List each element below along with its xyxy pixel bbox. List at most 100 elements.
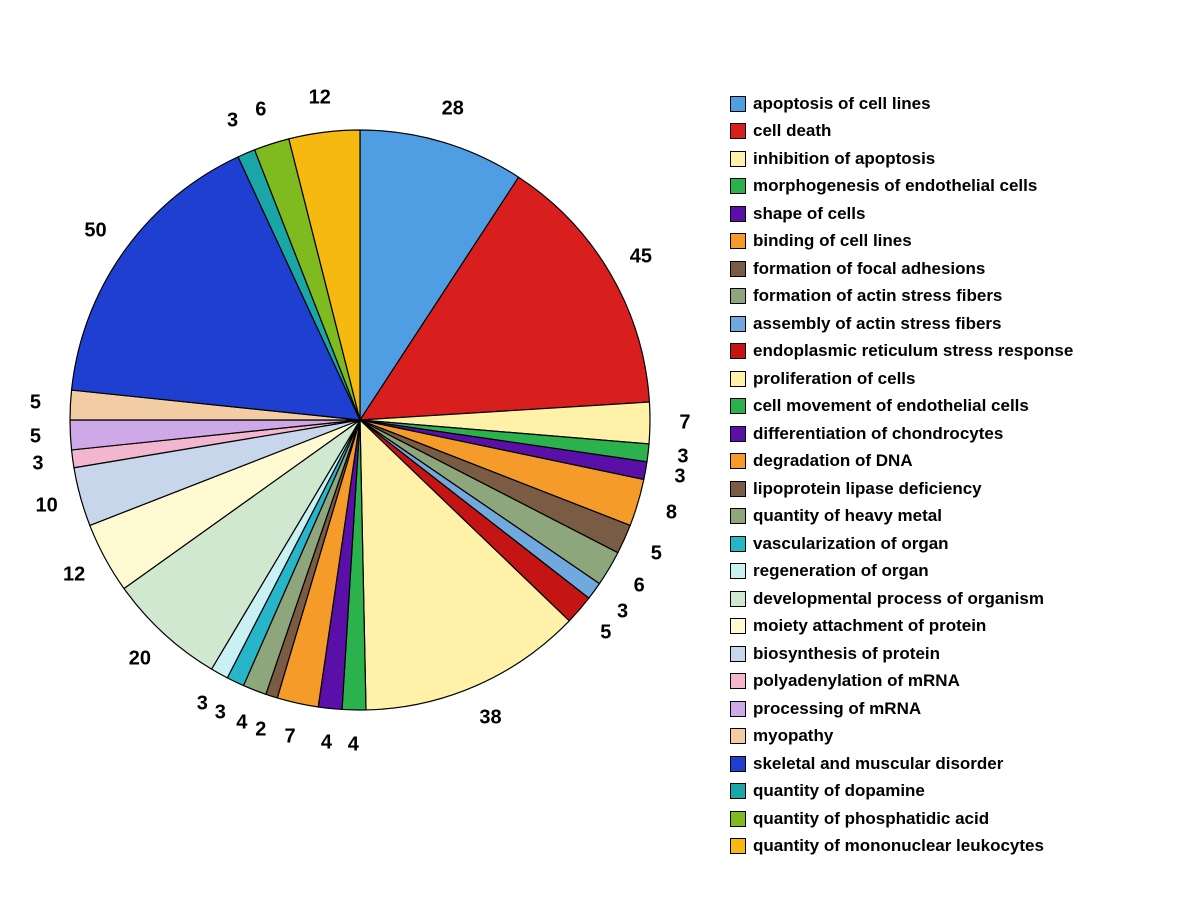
slice-value-label: 12 bbox=[309, 86, 331, 109]
legend-swatch bbox=[730, 481, 746, 497]
legend-item: quantity of dopamine bbox=[730, 778, 1180, 806]
slice-value-label: 5 bbox=[651, 542, 662, 565]
legend-label: moiety attachment of protein bbox=[753, 616, 986, 636]
legend-item: differentiation of chondrocytes bbox=[730, 420, 1180, 448]
slice-value-label: 10 bbox=[36, 495, 58, 518]
legend-swatch bbox=[730, 811, 746, 827]
legend-swatch bbox=[730, 123, 746, 139]
legend-item: morphogenesis of endothelial cells bbox=[730, 173, 1180, 201]
legend-swatch bbox=[730, 783, 746, 799]
legend-label: biosynthesis of protein bbox=[753, 644, 940, 664]
legend-item: degradation of DNA bbox=[730, 448, 1180, 476]
legend-item: cell death bbox=[730, 118, 1180, 146]
slice-value-label: 5 bbox=[30, 425, 41, 448]
legend-swatch bbox=[730, 838, 746, 854]
slice-value-label: 3 bbox=[197, 693, 208, 716]
legend-label: apoptosis of cell lines bbox=[753, 94, 931, 114]
legend-label: assembly of actin stress fibers bbox=[753, 314, 1002, 334]
legend-item: endoplasmic reticulum stress response bbox=[730, 338, 1180, 366]
legend-swatch bbox=[730, 673, 746, 689]
slice-value-label: 4 bbox=[321, 732, 332, 755]
slice-value-label: 7 bbox=[679, 412, 690, 435]
legend-item: formation of actin stress fibers bbox=[730, 283, 1180, 311]
legend-swatch bbox=[730, 646, 746, 662]
legend-swatch bbox=[730, 756, 746, 772]
legend: apoptosis of cell lines cell death inhibit… bbox=[730, 90, 1180, 860]
legend-label: quantity of heavy metal bbox=[753, 506, 942, 526]
legend-item: skeletal and muscular disorder bbox=[730, 750, 1180, 778]
legend-label: processing of mRNA bbox=[753, 699, 921, 719]
legend-swatch bbox=[730, 563, 746, 579]
legend-label: skeletal and muscular disorder bbox=[753, 754, 1003, 774]
legend-swatch bbox=[730, 96, 746, 112]
legend-item: myopathy bbox=[730, 723, 1180, 751]
slice-value-label: 4 bbox=[348, 733, 359, 756]
legend-label: quantity of phosphatidic acid bbox=[753, 809, 989, 829]
slice-value-label: 2 bbox=[255, 718, 266, 741]
slice-value-label: 45 bbox=[630, 245, 652, 268]
legend-item: biosynthesis of protein bbox=[730, 640, 1180, 668]
legend-swatch bbox=[730, 371, 746, 387]
legend-swatch bbox=[730, 728, 746, 744]
legend-label: regeneration of organ bbox=[753, 561, 929, 581]
slice-value-label: 3 bbox=[617, 600, 628, 623]
legend-item: processing of mRNA bbox=[730, 695, 1180, 723]
legend-swatch bbox=[730, 343, 746, 359]
legend-item: lipoprotein lipase deficiency bbox=[730, 475, 1180, 503]
legend-swatch bbox=[730, 591, 746, 607]
legend-item: quantity of mononuclear leukocytes bbox=[730, 833, 1180, 861]
legend-label: proliferation of cells bbox=[753, 369, 915, 389]
legend-item: regeneration of organ bbox=[730, 558, 1180, 586]
slice-value-label: 7 bbox=[284, 726, 295, 749]
legend-swatch bbox=[730, 536, 746, 552]
legend-item: polyadenylation of mRNA bbox=[730, 668, 1180, 696]
legend-item: developmental process of organism bbox=[730, 585, 1180, 613]
legend-swatch bbox=[730, 151, 746, 167]
legend-label: quantity of dopamine bbox=[753, 781, 925, 801]
legend-label: formation of actin stress fibers bbox=[753, 286, 1002, 306]
legend-swatch bbox=[730, 288, 746, 304]
legend-swatch bbox=[730, 453, 746, 469]
legend-item: proliferation of cells bbox=[730, 365, 1180, 393]
slice-value-label: 5 bbox=[30, 392, 41, 415]
legend-label: binding of cell lines bbox=[753, 231, 912, 251]
legend-label: developmental process of organism bbox=[753, 589, 1044, 609]
legend-label: cell movement of endothelial cells bbox=[753, 396, 1029, 416]
slice-value-label: 38 bbox=[479, 706, 501, 729]
legend-label: cell death bbox=[753, 121, 831, 141]
legend-label: formation of focal adhesions bbox=[753, 259, 985, 279]
legend-label: inhibition of apoptosis bbox=[753, 149, 935, 169]
legend-label: differentiation of chondrocytes bbox=[753, 424, 1003, 444]
legend-item: formation of focal adhesions bbox=[730, 255, 1180, 283]
legend-swatch bbox=[730, 398, 746, 414]
slice-value-label: 50 bbox=[84, 220, 106, 243]
legend-label: lipoprotein lipase deficiency bbox=[753, 479, 982, 499]
legend-swatch bbox=[730, 426, 746, 442]
slice-value-label: 6 bbox=[255, 99, 266, 122]
legend-label: vascularization of organ bbox=[753, 534, 949, 554]
legend-item: assembly of actin stress fibers bbox=[730, 310, 1180, 338]
legend-item: binding of cell lines bbox=[730, 228, 1180, 256]
slice-value-label: 8 bbox=[666, 501, 677, 524]
legend-item: cell movement of endothelial cells bbox=[730, 393, 1180, 421]
legend-label: degradation of DNA bbox=[753, 451, 913, 471]
slice-value-label: 28 bbox=[442, 97, 464, 120]
slice-value-label: 3 bbox=[674, 465, 685, 488]
legend-item: quantity of heavy metal bbox=[730, 503, 1180, 531]
legend-label: morphogenesis of endothelial cells bbox=[753, 176, 1037, 196]
legend-label: endoplasmic reticulum stress response bbox=[753, 341, 1073, 361]
legend-item: apoptosis of cell lines bbox=[730, 90, 1180, 118]
slice-value-label: 5 bbox=[600, 621, 611, 644]
legend-swatch bbox=[730, 701, 746, 717]
legend-item: quantity of phosphatidic acid bbox=[730, 805, 1180, 833]
slice-value-label: 3 bbox=[215, 702, 226, 725]
legend-swatch bbox=[730, 206, 746, 222]
legend-swatch bbox=[730, 316, 746, 332]
slice-value-label: 12 bbox=[63, 563, 85, 586]
legend-item: vascularization of organ bbox=[730, 530, 1180, 558]
slice-value-label: 4 bbox=[236, 711, 247, 734]
slice-value-label: 3 bbox=[32, 452, 43, 475]
legend-item: moiety attachment of protein bbox=[730, 613, 1180, 641]
legend-label: shape of cells bbox=[753, 204, 865, 224]
legend-swatch bbox=[730, 233, 746, 249]
